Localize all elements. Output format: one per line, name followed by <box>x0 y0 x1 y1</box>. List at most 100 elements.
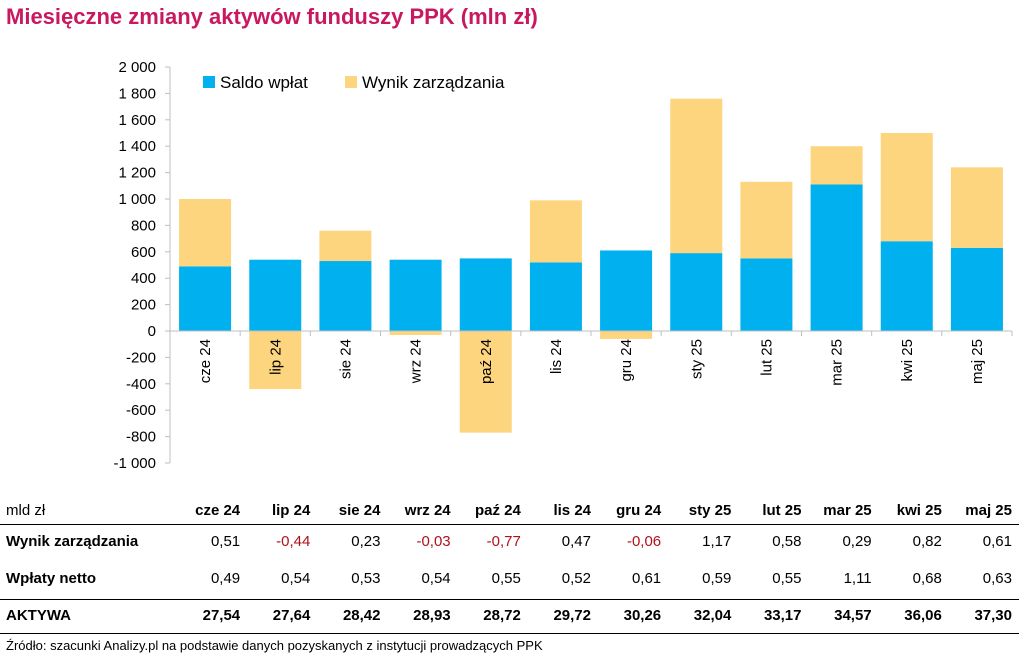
table-column-header: mar 25 <box>823 502 872 519</box>
y-tick-label: 800 <box>131 217 156 234</box>
row-label: Wpłaty netto <box>6 570 96 587</box>
y-tick-label: 1 600 <box>118 112 156 129</box>
chart-title: Miesięczne zmiany aktywów funduszy PPK (… <box>6 4 538 29</box>
legend-label: Saldo wpłat <box>220 73 308 92</box>
bar-wynik-zarzadzania <box>319 230 372 262</box>
y-tick-label: -800 <box>126 429 156 446</box>
table-column-header: lis 24 <box>553 502 591 519</box>
bar-saldo-wplat <box>319 261 372 331</box>
table-cell: 1,11 <box>843 570 872 587</box>
table-cell: 32,04 <box>693 607 732 624</box>
table-divider <box>0 524 1019 525</box>
table-cell: 29,72 <box>553 607 591 624</box>
x-category-label: wrz 24 <box>408 339 425 384</box>
table-cell: 0,68 <box>912 570 942 587</box>
table-cell: -0,03 <box>416 533 451 550</box>
table-cell: 28,72 <box>483 607 521 624</box>
table-column-header: paź 24 <box>474 502 521 519</box>
bar-saldo-wplat <box>670 253 723 331</box>
x-category-label: lut 25 <box>758 339 775 376</box>
row-label: AKTYWA <box>6 607 71 624</box>
bar-wynik-zarzadzania <box>600 331 653 339</box>
table-header-row: mld zł cze 24 lip 24 sie 24 wrz 24 paź 24 lis… <box>0 502 1019 524</box>
bar-wynik-zarzadzania <box>459 331 512 433</box>
table-cell: 0,58 <box>772 533 802 550</box>
table-cell: 33,17 <box>763 607 802 624</box>
table-row-wynik: Wynik zarządzania 0,51 -0,44 0,23 -0,03 -0,7… <box>0 533 1019 555</box>
table-cell: 0,52 <box>561 570 591 587</box>
table-column-header: gru 24 <box>616 502 662 519</box>
x-category-label: gru 24 <box>618 339 635 382</box>
table-cell: 0,63 <box>982 570 1012 587</box>
legend-swatch <box>203 76 215 88</box>
bar-wynik-zarzadzania <box>670 98 723 254</box>
table-column-header: lip 24 <box>271 502 311 519</box>
table-column-header: cze 24 <box>195 502 241 519</box>
legend-swatch <box>345 76 357 88</box>
bar-saldo-wplat <box>529 262 582 331</box>
table-cell: 0,61 <box>982 533 1012 550</box>
table-cell: 0,53 <box>351 570 381 587</box>
y-tick-label: 600 <box>131 244 156 261</box>
bar-wynik-zarzadzania <box>389 331 442 335</box>
row-label: Wynik zarządzania <box>6 533 139 550</box>
table-cell: 27,64 <box>272 607 311 624</box>
x-category-label: kwi 25 <box>899 339 916 382</box>
table-cell: 0,47 <box>561 533 591 550</box>
table-cell: 30,26 <box>623 607 662 624</box>
table-divider <box>0 633 1019 634</box>
legend-label: Wynik zarządzania <box>362 73 505 92</box>
table-cell: 0,82 <box>912 533 942 550</box>
bar-wynik-zarzadzania <box>179 199 232 267</box>
table-cell: 0,59 <box>702 570 732 587</box>
table-cell: 0,61 <box>631 570 662 587</box>
x-category-label: sie 24 <box>337 339 354 379</box>
y-tick-label: 400 <box>131 270 156 287</box>
table-row-wplaty: Wpłaty netto 0,49 0,54 0,53 0,54 0,55 0,52 0,6… <box>0 570 1019 592</box>
y-tick-label: -1 000 <box>113 455 156 472</box>
bar-saldo-wplat <box>880 241 933 331</box>
bar-saldo-wplat <box>810 184 863 331</box>
bar-saldo-wplat <box>249 259 302 331</box>
table-divider <box>0 599 1019 600</box>
x-category-label: lip 24 <box>267 339 284 375</box>
bar-wynik-zarzadzania <box>740 181 793 259</box>
bar-saldo-wplat <box>740 258 793 331</box>
table-column-header: sie 24 <box>338 502 381 519</box>
table-cell: 27,54 <box>202 607 241 624</box>
stacked-bar-chart: 2 000 1 800 1 600 1 400 1 200 1 000 800 600 400 2… <box>113 59 1013 472</box>
table-cell: 0,51 <box>210 533 241 550</box>
y-tick-label: 1 200 <box>118 165 156 182</box>
table-column-header: maj 25 <box>965 502 1012 519</box>
bar-saldo-wplat <box>389 259 442 331</box>
y-tick-label: -200 <box>126 349 156 366</box>
y-tick-label: 1 400 <box>118 138 156 155</box>
table-column-header: wrz 24 <box>404 502 451 519</box>
table-column-header: kwi 25 <box>896 502 942 519</box>
x-category-label: lis 24 <box>548 339 565 374</box>
x-category-label: paź 24 <box>478 339 495 384</box>
table-cell: 36,06 <box>904 607 942 624</box>
table-cell: 0,49 <box>210 570 241 587</box>
x-category-label: sty 25 <box>688 339 705 379</box>
bar-saldo-wplat <box>600 250 653 331</box>
bar-wynik-zarzadzania <box>249 331 302 390</box>
table-cell: 1,17 <box>702 533 732 550</box>
bar-wynik-zarzadzania <box>810 146 863 185</box>
y-tick-label: 200 <box>131 297 156 314</box>
table-cell: 0,54 <box>421 570 451 587</box>
y-tick-label: 0 <box>148 323 156 340</box>
table-cell: 0,55 <box>772 570 802 587</box>
table-cell: 28,42 <box>342 607 381 624</box>
y-tick-label: 1 800 <box>118 85 156 102</box>
table-column-header: lut 25 <box>762 502 802 519</box>
bar-saldo-wplat <box>950 247 1003 331</box>
table-cell: 0,23 <box>351 533 381 550</box>
table-unit-label: mld zł <box>6 502 46 519</box>
table-cell: 34,57 <box>834 607 872 624</box>
bar-wynik-zarzadzania <box>950 167 1003 248</box>
bar-wynik-zarzadzania <box>880 133 933 242</box>
table-column-header: sty 25 <box>688 502 732 519</box>
table-cell: 28,93 <box>413 607 451 624</box>
bar-saldo-wplat <box>459 258 512 331</box>
